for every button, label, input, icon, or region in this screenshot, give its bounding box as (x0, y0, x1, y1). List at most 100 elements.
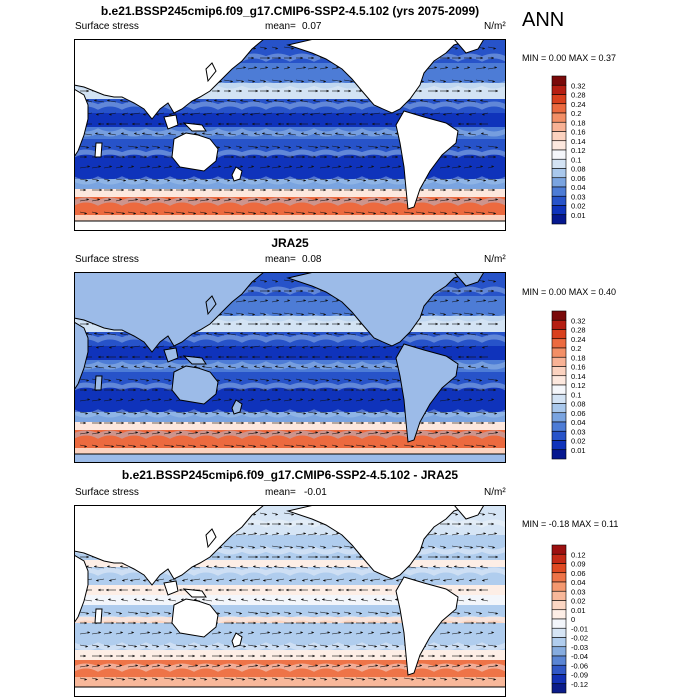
vector-head (348, 555, 351, 559)
vector-head (324, 212, 327, 215)
vector-head (190, 113, 193, 116)
vector-head (348, 89, 351, 93)
vector-head (145, 412, 148, 415)
vector-head (482, 346, 485, 349)
vector-head (421, 313, 424, 316)
australia-landmass (171, 132, 219, 172)
vector-head (239, 431, 242, 434)
vector-head (447, 398, 450, 401)
vector-head (479, 588, 482, 592)
stress-band (74, 215, 506, 221)
vector-head (373, 388, 376, 392)
vector-head (492, 313, 495, 316)
vector-head (287, 412, 290, 415)
vector-head (374, 412, 377, 415)
vector-head (299, 555, 302, 559)
vector-head (359, 198, 362, 201)
vector-head (266, 555, 269, 559)
vector-head (167, 412, 170, 415)
vector-head (119, 146, 122, 149)
vector-head (96, 579, 99, 582)
vector-head (265, 645, 268, 648)
vector-head (310, 346, 313, 349)
vector-head (302, 388, 305, 392)
vector-head (194, 412, 197, 415)
vector-head (215, 132, 218, 135)
vector-head (375, 198, 378, 201)
vector-head (228, 379, 231, 382)
vector-head (374, 645, 377, 648)
vector-head (385, 355, 388, 359)
colorbar-tick-label: 0.04 (571, 578, 586, 587)
vector-head (419, 431, 422, 434)
vector-head (324, 678, 327, 681)
vector-head (290, 188, 293, 192)
vector-head (254, 532, 257, 535)
vector-head (97, 198, 100, 201)
vector-head (97, 431, 100, 434)
colorbar-swatch (551, 572, 567, 583)
vector-head (109, 398, 112, 401)
borneo-landmass (163, 580, 179, 596)
vector-head (135, 379, 138, 382)
vector-head (169, 398, 172, 401)
vector-head (290, 313, 293, 316)
vector-head (419, 555, 422, 559)
vector-head (243, 179, 246, 182)
vector-head (362, 155, 365, 159)
vector-head (311, 522, 314, 526)
panel-3-map (74, 505, 506, 697)
colorbar-tick-label: 0.32 (571, 81, 586, 90)
vector-head (315, 198, 318, 201)
vector-head (446, 431, 449, 434)
vector-head (303, 179, 306, 182)
vector-head (135, 431, 138, 434)
vector-head (250, 346, 253, 349)
vector-head (110, 654, 113, 658)
vector-head (430, 113, 433, 116)
vector-head (299, 198, 302, 201)
vector-head (95, 212, 98, 215)
vector-head (253, 280, 256, 283)
vector-head (482, 388, 485, 392)
vector-head (205, 179, 208, 182)
colorbar-swatch (551, 430, 567, 441)
vector-head (322, 132, 325, 135)
vector-head (326, 332, 329, 335)
vector-head (206, 565, 209, 568)
vector-head (217, 612, 220, 615)
vector-head (419, 664, 422, 667)
vector-head (397, 379, 400, 382)
vector-head (227, 179, 230, 182)
vector-head (155, 212, 158, 215)
vector-head (156, 346, 159, 349)
vector-head (446, 89, 449, 93)
vector-head (458, 122, 461, 126)
vector-head (251, 522, 254, 526)
colorbar-swatch (551, 618, 567, 629)
vector-head (278, 165, 281, 168)
vector-head (289, 56, 292, 60)
vector-head (432, 188, 435, 192)
vector-head (263, 313, 266, 316)
vector-head (288, 612, 291, 615)
australia-landmass (171, 365, 219, 405)
vector-head (458, 398, 461, 401)
vector-head (300, 165, 303, 168)
vector-head (349, 631, 352, 634)
vector-head (469, 113, 472, 116)
vector-head (398, 165, 401, 168)
vector-head (96, 179, 99, 182)
colorbar-swatch (551, 384, 567, 395)
vector-head (455, 445, 458, 448)
vector-head (312, 588, 315, 592)
colorbar-swatch (551, 590, 567, 601)
vector-head (370, 346, 373, 349)
borneo-landmass (163, 114, 179, 130)
vector-head (289, 165, 292, 168)
vector-head (242, 155, 245, 159)
vector-head (275, 280, 278, 283)
vector-head (323, 80, 326, 83)
vector-head (263, 421, 266, 425)
vector-head (471, 678, 474, 681)
